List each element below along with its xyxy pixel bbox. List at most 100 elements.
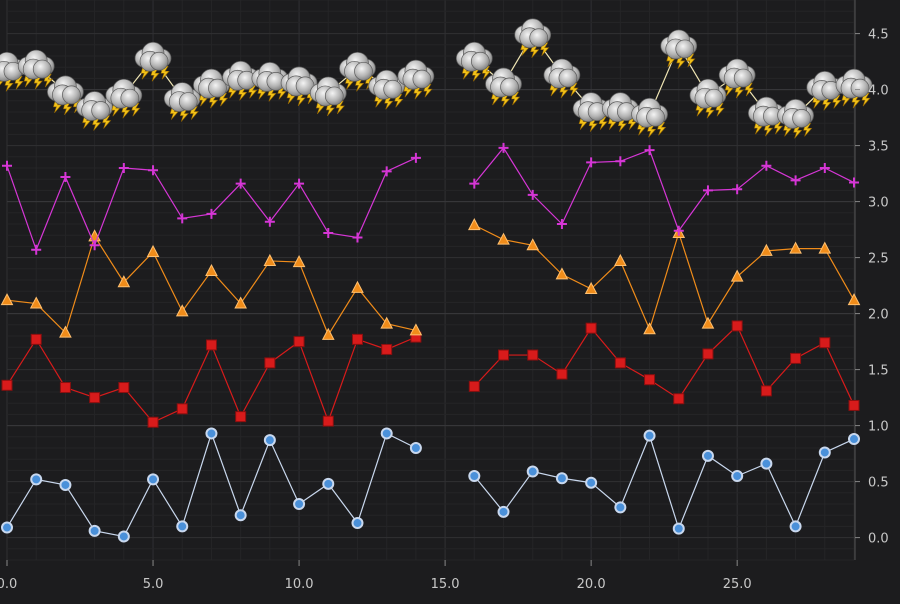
thunder-cloud-icon bbox=[660, 29, 698, 70]
data-point bbox=[497, 232, 510, 245]
data-point bbox=[643, 429, 656, 442]
data-point bbox=[147, 473, 160, 486]
series-line bbox=[473, 146, 855, 232]
thunder-cloud-icon bbox=[777, 99, 814, 139]
thunder-cloud-icon bbox=[339, 51, 376, 92]
cloud-puff bbox=[324, 86, 344, 106]
data-point bbox=[848, 399, 860, 411]
thunder-cloud-icon bbox=[485, 67, 522, 108]
data-point bbox=[673, 225, 684, 236]
data-point bbox=[468, 470, 481, 482]
data-point bbox=[117, 275, 131, 288]
data-point bbox=[148, 165, 159, 176]
data-point bbox=[235, 178, 246, 189]
y-tick-label: 2.5 bbox=[868, 252, 889, 267]
x-tick-label: 15.0 bbox=[431, 577, 460, 592]
data-point bbox=[849, 177, 859, 188]
data-point bbox=[30, 473, 43, 486]
data-point bbox=[731, 320, 743, 332]
cloud-puff bbox=[412, 69, 432, 89]
data-point bbox=[556, 219, 567, 229]
cloud-puff bbox=[208, 78, 227, 98]
data-point bbox=[175, 304, 189, 317]
data-point bbox=[59, 478, 72, 491]
data-point bbox=[818, 241, 832, 254]
data-point bbox=[614, 501, 627, 514]
data-point bbox=[760, 385, 772, 397]
data-point bbox=[380, 427, 393, 440]
data-point bbox=[586, 157, 597, 168]
data-point bbox=[789, 241, 802, 254]
data-point bbox=[89, 392, 101, 404]
thunder-cloud-icon bbox=[543, 58, 581, 99]
data-point bbox=[89, 240, 100, 251]
data-point bbox=[584, 281, 598, 294]
data-point bbox=[234, 509, 247, 522]
cloud-puff bbox=[470, 51, 490, 71]
data-point bbox=[206, 208, 217, 219]
y-tick-label: 1.0 bbox=[868, 420, 889, 435]
data-point bbox=[732, 184, 743, 195]
data-point bbox=[235, 411, 247, 423]
data-point bbox=[31, 244, 42, 255]
thunder-cloud-icon bbox=[572, 92, 610, 132]
cloud-puff bbox=[120, 88, 140, 108]
x-axis: 0.0 5.0 10.0 15.0 20.0 25.0 bbox=[0, 560, 752, 592]
cloud-puff bbox=[32, 59, 52, 79]
cloud-puff bbox=[733, 68, 753, 88]
thunder-cloud-icon bbox=[631, 97, 668, 138]
data-point bbox=[293, 498, 306, 510]
thunder-cloud-icon bbox=[806, 71, 844, 111]
thunder-cloud-icon bbox=[105, 78, 143, 119]
data-point bbox=[176, 403, 188, 415]
data-point bbox=[1, 379, 13, 391]
data-point bbox=[381, 343, 393, 355]
data-point bbox=[147, 416, 159, 428]
cloud-puff bbox=[500, 77, 519, 97]
y-tick-label: 4.0 bbox=[868, 84, 889, 99]
thunder-cloud-icon bbox=[368, 69, 406, 110]
data-point bbox=[1, 521, 13, 534]
cloud-puff bbox=[149, 51, 169, 71]
data-point bbox=[526, 465, 539, 478]
data-point bbox=[847, 293, 861, 306]
series-thunder-cloud bbox=[0, 18, 873, 139]
data-point bbox=[643, 322, 656, 335]
data-point bbox=[0, 293, 14, 306]
data-point bbox=[555, 472, 568, 485]
data-point bbox=[701, 449, 714, 462]
x-tick-label: 20.0 bbox=[577, 577, 606, 592]
data-point bbox=[555, 267, 569, 280]
data-point bbox=[527, 349, 539, 361]
thunder-cloud-icon bbox=[397, 59, 435, 100]
data-point bbox=[615, 156, 626, 167]
axes: 0.0 5.0 10.0 15.0 20.0 25.0 0.0 0.5 1.0 1.5 2.0 2.… bbox=[0, 28, 889, 592]
data-point bbox=[351, 280, 364, 293]
data-point bbox=[380, 316, 394, 329]
data-point bbox=[468, 380, 480, 392]
x-tick-label: 10.0 bbox=[285, 577, 314, 592]
cloud-puff bbox=[704, 88, 724, 108]
data-point bbox=[2, 160, 12, 171]
data-point bbox=[819, 337, 831, 349]
data-point bbox=[702, 348, 714, 360]
thunder-cloud-icon bbox=[601, 92, 639, 132]
data-point bbox=[409, 442, 422, 454]
series-circle bbox=[1, 427, 860, 543]
x-tick-label: 25.0 bbox=[723, 577, 752, 592]
data-point bbox=[498, 349, 510, 361]
data-point bbox=[322, 415, 334, 427]
data-point bbox=[585, 476, 598, 489]
thunder-cloud-icon bbox=[280, 66, 318, 107]
y-axis: 0.0 0.5 1.0 1.5 2.0 2.5 3.0 3.5 4.0 4.5 bbox=[855, 28, 889, 547]
data-point bbox=[848, 433, 860, 446]
y-tick-label: 3.5 bbox=[868, 140, 889, 155]
cloud-puff bbox=[558, 68, 578, 88]
data-point bbox=[264, 216, 275, 227]
data-point bbox=[498, 142, 509, 153]
data-point bbox=[761, 160, 772, 171]
data-point bbox=[118, 382, 130, 394]
